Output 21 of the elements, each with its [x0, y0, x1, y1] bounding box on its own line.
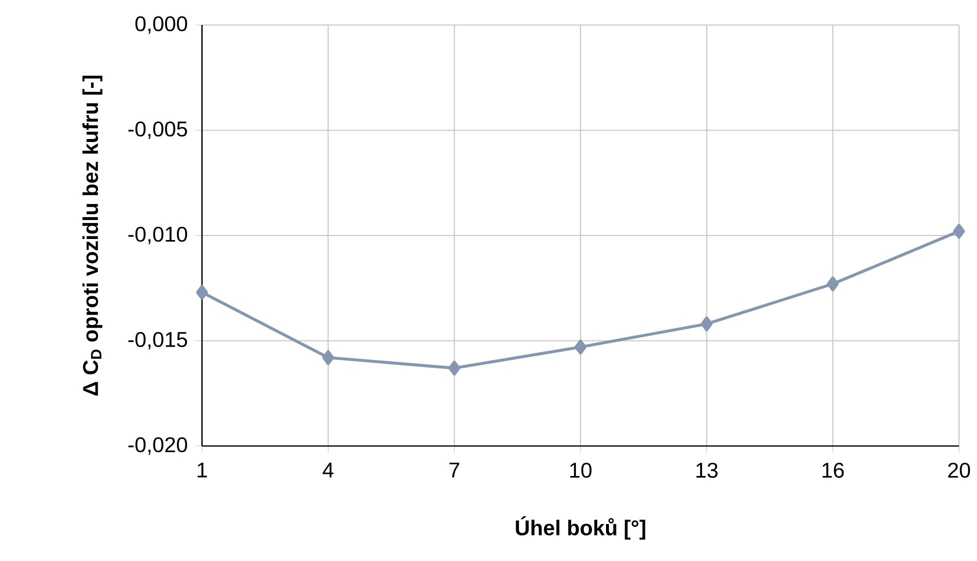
point: [953, 224, 965, 239]
point: [196, 284, 208, 300]
x-tick-label: 1: [198, 462, 207, 478]
x-axis-title: Úhel boků [°]: [516, 516, 646, 540]
point: [826, 276, 839, 292]
x-tick-label: 13: [696, 462, 718, 478]
point: [448, 360, 460, 376]
x-tick-label: 20: [948, 462, 970, 478]
y-tick-label: -0,020: [128, 437, 188, 455]
y-tick-label: 0,000: [135, 16, 188, 34]
y-tick-label: -0,010: [128, 226, 188, 244]
y-axis-title: Δ C$_{D}$ oproti vozidlu bez kufru [-]: [82, 76, 102, 396]
x-tick-label: 10: [570, 462, 592, 478]
y-tick-label: -0,015: [128, 332, 188, 350]
point: [322, 350, 334, 366]
y-tick-label: -0,005: [128, 121, 188, 140]
point: [574, 340, 586, 355]
x-tick-label: 4: [322, 462, 334, 478]
x-tick-label: 16: [822, 462, 844, 478]
point: [700, 316, 713, 332]
x-tick-label: 7: [449, 462, 460, 478]
